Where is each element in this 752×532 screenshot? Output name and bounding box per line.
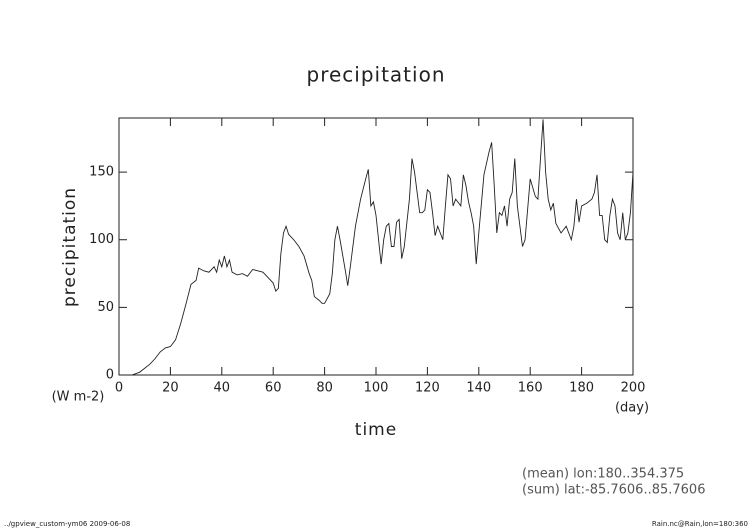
x-tick-label: 200 bbox=[621, 381, 646, 396]
footer-right: Rain.nc@Rain,lon=180:360 bbox=[652, 520, 748, 528]
y-tick-label: 50 bbox=[97, 300, 114, 315]
annotation: (sum) lat:-85.7606..85.7606 bbox=[522, 483, 705, 498]
data-line bbox=[119, 119, 634, 376]
y-tick-label: 100 bbox=[89, 232, 114, 247]
x-tick-label: 80 bbox=[316, 381, 333, 396]
annotation: (mean) lon:180..354.375 bbox=[522, 467, 684, 482]
x-tick-label: 20 bbox=[162, 381, 179, 396]
plot-frame bbox=[118, 117, 634, 376]
y-axis-label: precipitation bbox=[60, 187, 80, 307]
y-tick-label: 150 bbox=[89, 165, 114, 180]
x-tick-label: 40 bbox=[214, 381, 231, 396]
x-unit: (day) bbox=[615, 401, 649, 416]
x-tick-label: 60 bbox=[265, 381, 282, 396]
x-tick-label: 0 bbox=[115, 381, 123, 396]
chart-title: precipitation bbox=[307, 63, 446, 87]
x-tick-label: 100 bbox=[364, 381, 389, 396]
x-tick-label: 120 bbox=[415, 381, 440, 396]
x-tick-label: 180 bbox=[569, 381, 594, 396]
footer-left: ../gpview_custom-ym06 2009-06-08 bbox=[4, 520, 130, 528]
x-tick-label: 140 bbox=[466, 381, 491, 396]
y-unit: (W m-2) bbox=[52, 390, 105, 405]
x-tick-label: 160 bbox=[518, 381, 543, 396]
x-axis-label: time bbox=[355, 420, 397, 440]
y-tick-label: 0 bbox=[106, 368, 114, 383]
